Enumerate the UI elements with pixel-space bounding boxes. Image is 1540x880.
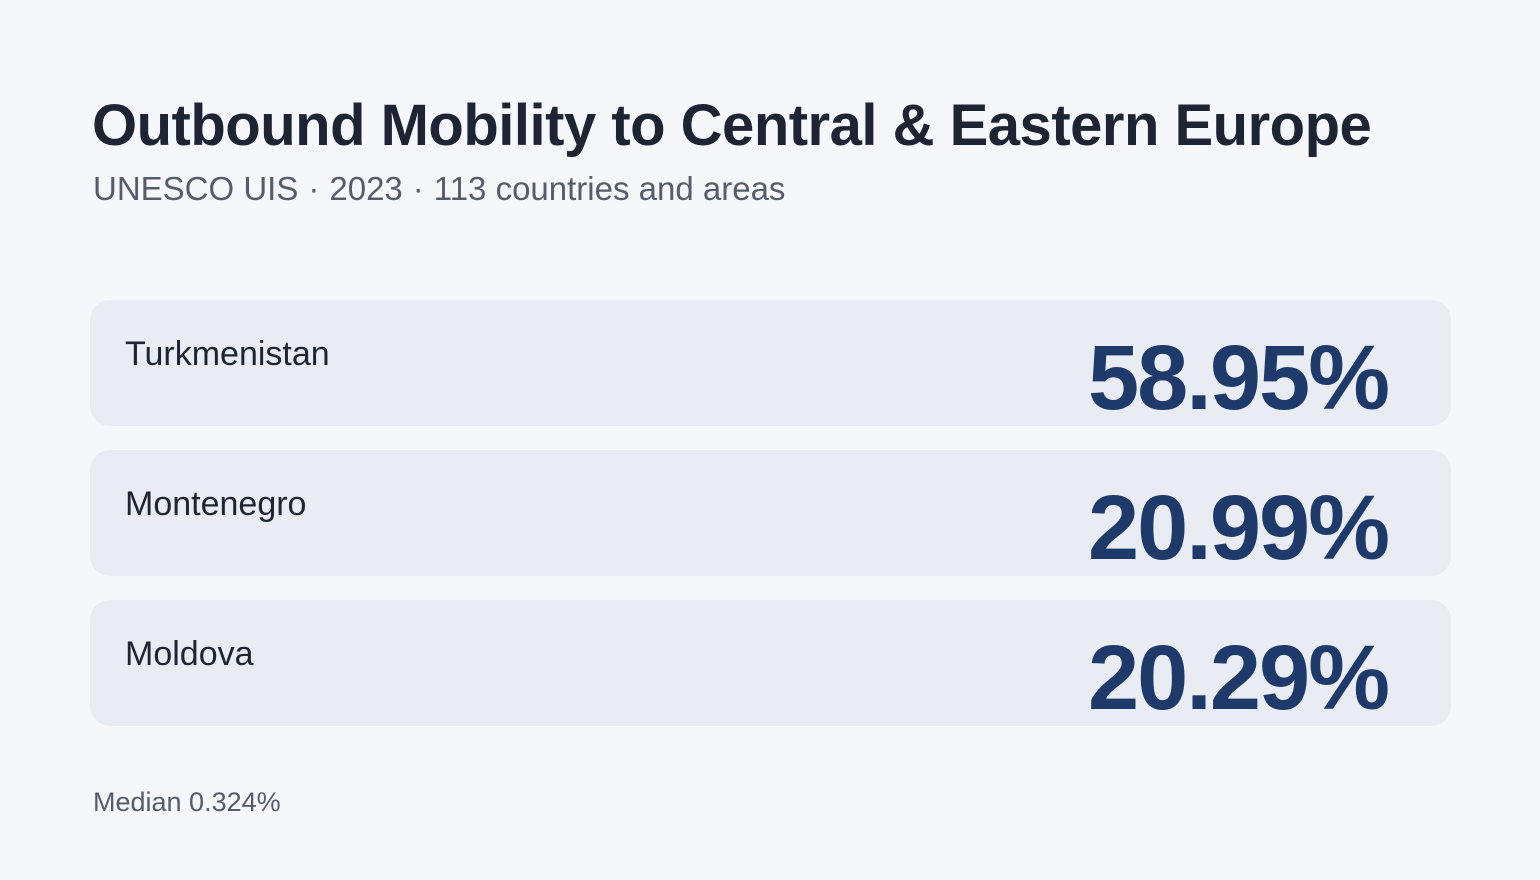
subtitle-separator: ·	[308, 170, 320, 207]
page-title: Outbound Mobility to Central & Eastern E…	[92, 93, 1372, 158]
subtitle: UNESCO UIS · 2023 · 113 countries and areas	[93, 170, 785, 208]
country-value: 20.29%	[1087, 627, 1390, 726]
ranking-row: Turkmenistan 58.95%	[90, 300, 1451, 426]
country-name: Moldova	[125, 635, 254, 673]
subtitle-separator: ·	[412, 170, 424, 207]
ranking-row: Moldova 20.29%	[90, 600, 1451, 726]
country-value: 20.99%	[1087, 477, 1390, 576]
ranking-row: Montenegro 20.99%	[90, 450, 1451, 576]
source-label: UNESCO UIS	[93, 170, 299, 207]
ranking-list: Turkmenistan 58.95% Montenegro 20.99% Mo…	[90, 300, 1451, 750]
country-name: Montenegro	[125, 485, 307, 523]
country-value: 58.95%	[1087, 327, 1390, 426]
coverage-label: 113 countries and areas	[433, 170, 786, 207]
year-label: 2023	[329, 170, 403, 207]
median-note: Median 0.324%	[93, 787, 281, 817]
country-name: Turkmenistan	[125, 335, 330, 373]
